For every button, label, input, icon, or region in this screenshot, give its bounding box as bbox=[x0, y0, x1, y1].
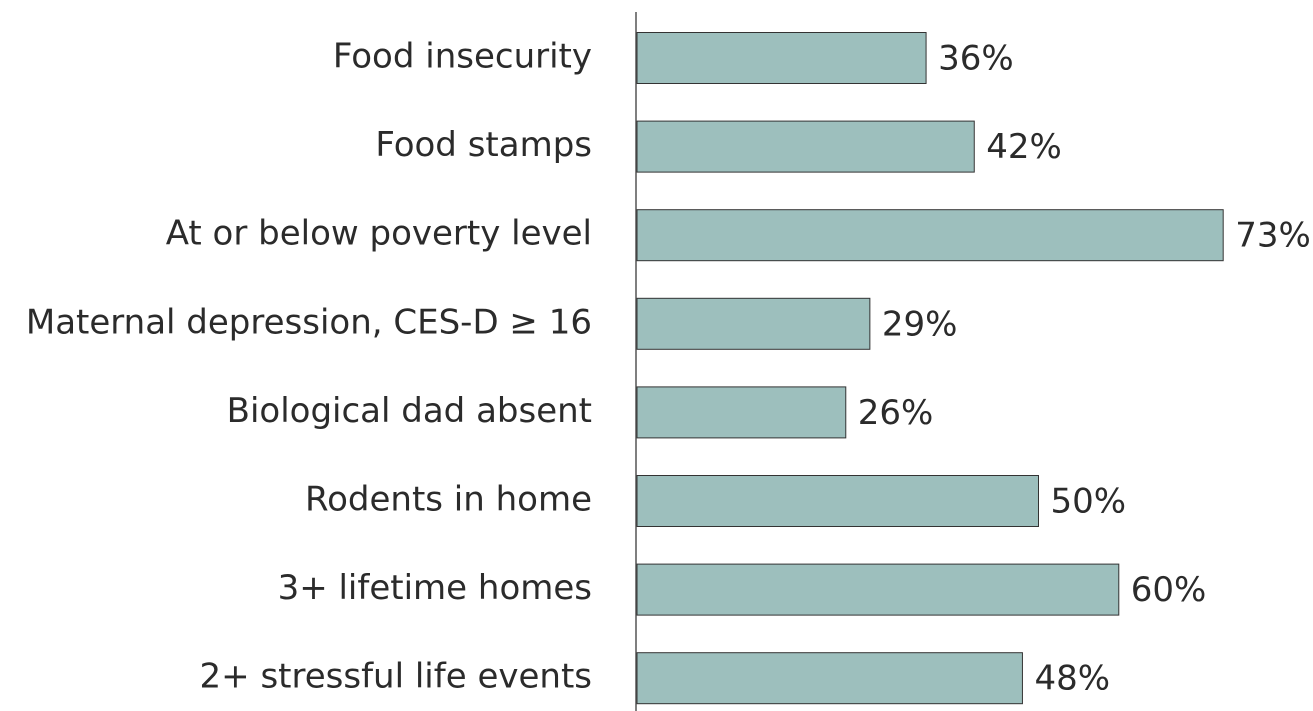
category-label: At or below poverty level bbox=[166, 214, 592, 254]
value-label: 36% bbox=[938, 39, 1014, 79]
value-label: 50% bbox=[1051, 482, 1127, 522]
value-label: 48% bbox=[1034, 659, 1110, 699]
category-label: Food insecurity bbox=[333, 37, 592, 77]
category-label: Food stamps bbox=[375, 125, 592, 165]
category-label: 2+ stressful life events bbox=[200, 657, 592, 697]
bar bbox=[636, 32, 927, 84]
bar bbox=[636, 563, 1120, 616]
bar bbox=[636, 386, 847, 439]
category-label: Biological dad absent bbox=[227, 391, 592, 431]
value-label: 26% bbox=[858, 393, 934, 433]
bar bbox=[636, 209, 1224, 262]
bar bbox=[636, 652, 1023, 705]
bar bbox=[636, 475, 1039, 527]
category-label: Maternal depression, CES-D ≥ 16 bbox=[26, 302, 592, 342]
bar bbox=[636, 120, 975, 173]
value-label: 42% bbox=[986, 127, 1062, 167]
bar bbox=[636, 297, 871, 350]
value-label: 29% bbox=[882, 304, 958, 344]
category-label: 3+ lifetime homes bbox=[278, 568, 592, 608]
value-label: 73% bbox=[1235, 216, 1311, 256]
category-label: Rodents in home bbox=[305, 480, 592, 520]
value-label: 60% bbox=[1131, 570, 1207, 610]
